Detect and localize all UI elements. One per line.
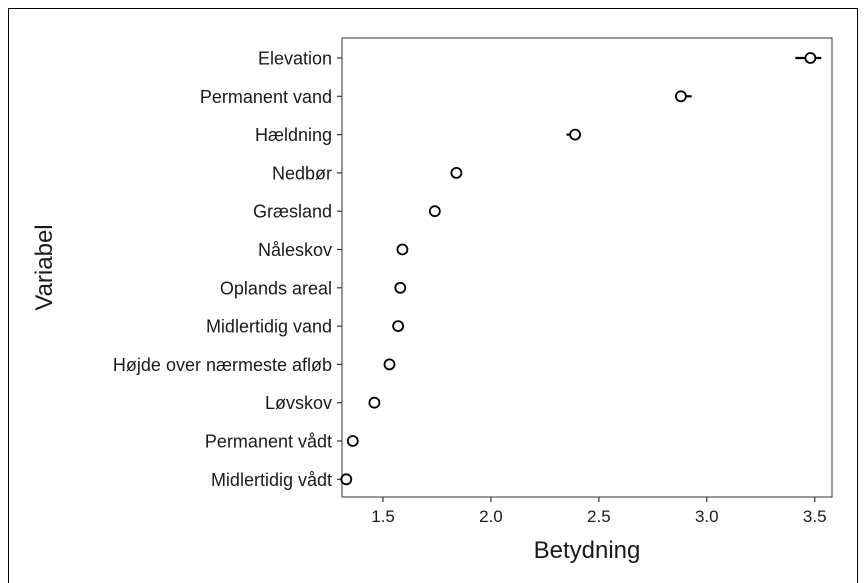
x-tick-label: 2.5 (587, 507, 611, 526)
y-tick-label: Midlertidig vand (206, 317, 332, 337)
data-point (674, 90, 687, 103)
data-marks (340, 52, 822, 486)
data-point (394, 281, 407, 294)
y-tick-label: Midlertidig vådt (211, 470, 332, 490)
y-tick-label: Højde over nærmeste afløb (113, 355, 332, 375)
plot-panel (341, 37, 833, 498)
y-tick-label: Oplands areal (220, 278, 332, 298)
y-tick-label: Elevation (258, 49, 332, 69)
x-tick-label: 1.5 (371, 507, 395, 526)
data-point (450, 166, 463, 179)
y-tick-label: Græsland (253, 202, 332, 222)
data-point (368, 396, 381, 409)
data-point (804, 52, 817, 64)
x-axis-title: Betydning (534, 537, 641, 564)
x-tick-label: 3.0 (695, 507, 719, 526)
y-tick-label: Permanent vand (200, 87, 332, 107)
data-point (392, 320, 405, 333)
y-tick-label: Nedbør (272, 163, 332, 183)
data-point (346, 435, 359, 447)
y-tick-label: Hældning (255, 125, 332, 145)
x-tick-label: 2.0 (479, 507, 503, 526)
y-tick-label: Løvskov (265, 393, 332, 413)
data-point (428, 205, 441, 218)
data-point (396, 243, 409, 256)
data-point (569, 128, 582, 141)
y-tick-label: Permanent vådt (205, 432, 332, 452)
data-point (383, 358, 396, 371)
y-axis-title: Variabel (31, 224, 58, 310)
dot-plot: Elevation Permanent vand Hældning Nedbør Græ… (31, 37, 833, 564)
data-point (340, 473, 353, 486)
y-tick-label: Nåleskov (258, 240, 332, 260)
x-axis: 1.5 2.0 2.5 3.0 3.5 (371, 497, 827, 526)
figure-frame (8, 8, 858, 583)
y-axis: Elevation Permanent vand Hældning Nedbør Græ… (113, 49, 342, 490)
x-tick-label: 3.5 (803, 507, 827, 526)
